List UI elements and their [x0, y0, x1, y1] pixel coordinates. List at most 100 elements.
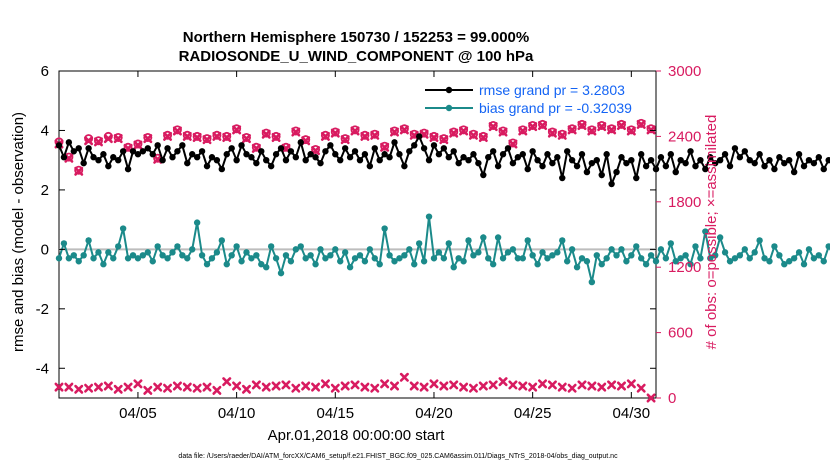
bias-point — [80, 252, 87, 259]
bias-point — [401, 252, 408, 259]
rmse-point — [672, 168, 679, 176]
bias-point — [810, 255, 818, 262]
bias-point — [494, 234, 502, 241]
rmse-point — [386, 154, 393, 161]
rmse-point — [356, 156, 364, 164]
bias-point — [263, 264, 270, 271]
obs_possible-point — [241, 132, 251, 142]
rmse-point — [726, 162, 734, 170]
obs_possible-point — [439, 134, 449, 144]
obs_lower-point — [182, 382, 192, 392]
obs_possible-point — [133, 139, 143, 149]
rmse-point — [159, 156, 166, 164]
obs_possible-point — [498, 126, 508, 136]
rmse-point — [504, 145, 512, 152]
obs_lower-point — [232, 381, 242, 391]
rmse-point — [766, 156, 773, 164]
obs_lower-point — [557, 382, 567, 392]
bias-point — [184, 255, 191, 262]
rmse-point — [736, 154, 744, 161]
y-right-tick-label: 1800 — [668, 194, 701, 211]
y-right-tick-label: 0 — [668, 390, 676, 407]
obs_possible-point — [607, 124, 617, 134]
rmse-point — [95, 156, 102, 164]
obs_assimilated-point — [84, 136, 94, 146]
rmse-point — [223, 151, 230, 158]
rmse-point — [154, 142, 161, 149]
legend-bias-marker — [445, 104, 453, 112]
bias-point — [435, 249, 443, 256]
rmse-point — [657, 154, 665, 161]
obs_lower-point — [192, 383, 202, 393]
rmse-point — [485, 154, 492, 161]
bias-point — [628, 252, 635, 259]
obs_assimilated-point — [202, 135, 212, 145]
obs_possible-point — [251, 142, 261, 152]
bias-point — [613, 252, 620, 259]
plot-area — [58, 70, 657, 399]
bias-point — [509, 246, 517, 253]
rmse-point — [568, 156, 576, 164]
rmse-point — [514, 154, 522, 161]
rmse-point — [519, 151, 526, 158]
bias-point — [776, 252, 783, 259]
rmse-point — [687, 148, 694, 155]
obs_possible-point — [113, 132, 123, 142]
bias-point — [795, 249, 803, 256]
obs_assimilated-point — [518, 126, 528, 136]
rmse-point — [470, 151, 477, 158]
bias-point — [366, 246, 374, 253]
bias-point — [144, 249, 152, 256]
bias-point — [578, 255, 586, 262]
obs_assimilated-point — [350, 126, 360, 136]
bias-point — [568, 246, 576, 253]
rmse-point — [253, 159, 260, 167]
rmse-point — [712, 159, 719, 167]
bias-point — [460, 258, 467, 265]
obs_assimilated-point — [172, 126, 182, 136]
bias-point — [208, 255, 216, 262]
bias-point — [712, 252, 719, 259]
obs_possible-point — [399, 124, 409, 134]
obs_possible-point — [488, 121, 498, 131]
obs_possible-point — [163, 130, 173, 140]
obs_possible-point — [616, 119, 626, 129]
rmse-point — [60, 154, 68, 161]
bias-point — [129, 252, 137, 259]
bias-point — [682, 252, 689, 259]
bias-point — [667, 240, 675, 247]
bias-point — [302, 255, 309, 262]
obs_lower-point — [143, 385, 153, 395]
obs_possible-point — [212, 130, 222, 140]
obs_assimilated-point — [261, 129, 271, 139]
obs_lower-point — [84, 383, 94, 393]
obs_lower-point — [459, 382, 469, 392]
bias-point — [243, 249, 250, 256]
bias-point — [90, 255, 97, 262]
bias-point — [499, 255, 507, 262]
obs_assimilated-point — [498, 127, 508, 137]
rmse-point — [238, 142, 245, 149]
rmse-point — [198, 148, 206, 155]
obs_lower-point — [626, 379, 636, 389]
rmse-point — [115, 156, 122, 164]
bias-point — [726, 258, 734, 265]
obs_lower-point — [271, 381, 281, 391]
rmse-point — [124, 165, 132, 173]
rmse-point — [573, 162, 581, 170]
rmse-point — [401, 162, 408, 170]
bias-point — [420, 258, 428, 265]
rmse-point — [307, 151, 314, 158]
bias-point — [70, 252, 78, 259]
y-right-tick-label: 2400 — [668, 128, 701, 145]
rmse-point — [445, 154, 452, 161]
rmse-point — [707, 154, 714, 161]
bias-point — [119, 225, 127, 232]
x-axis-label: Apr.01,2018 00:00:00 start — [268, 427, 446, 444]
legend-bias-label: bias grand pr = -0.32039 — [479, 100, 632, 116]
bias-point — [583, 258, 591, 265]
obs_lower-point — [528, 382, 538, 392]
rmse-point — [697, 156, 704, 164]
obs_assimilated-point — [291, 127, 301, 137]
bias-point — [781, 261, 788, 268]
